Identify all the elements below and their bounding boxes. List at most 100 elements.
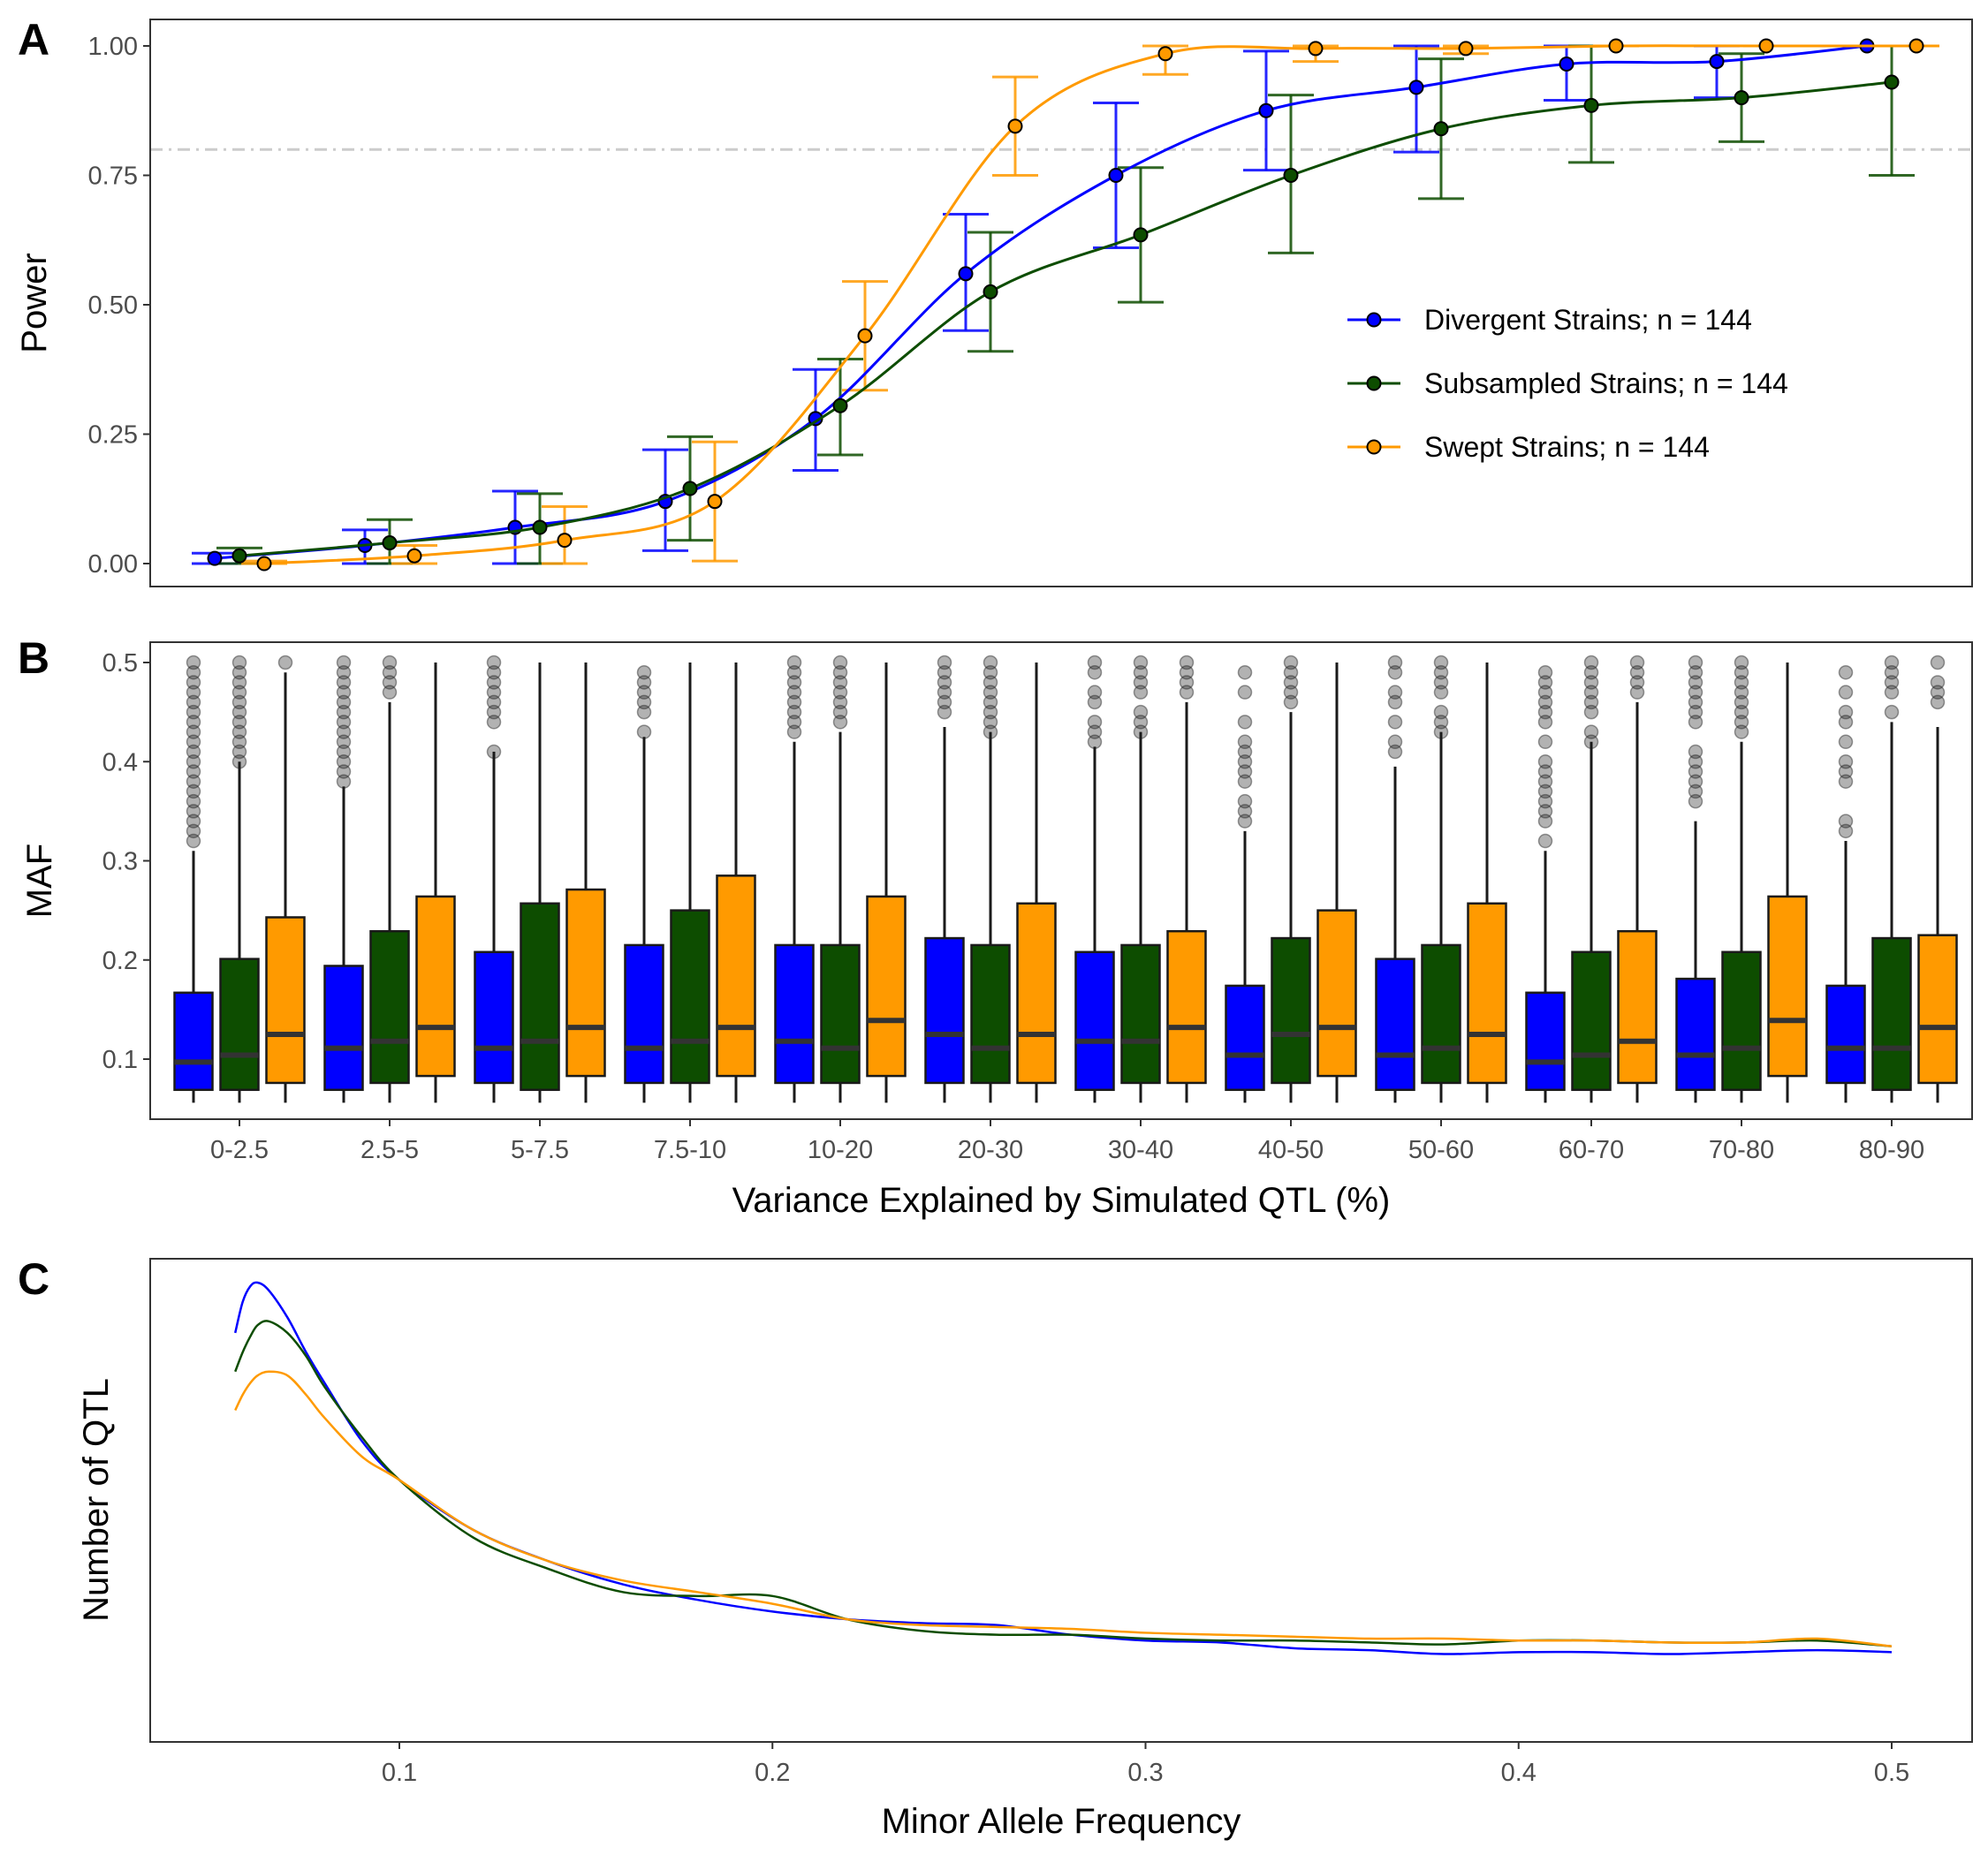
outlier-point <box>1433 675 1449 690</box>
outlier-point <box>486 715 502 730</box>
y-tick-label: 0.2 <box>102 947 138 975</box>
power-point <box>557 533 573 549</box>
outlier-point <box>1688 704 1703 720</box>
outlier-point <box>1433 715 1449 730</box>
outlier-point <box>1433 655 1449 670</box>
outlier-point <box>1688 655 1703 670</box>
outlier-point <box>186 833 201 849</box>
outlier-point <box>1087 724 1103 739</box>
outlier-point <box>1688 793 1703 809</box>
outlier-point <box>186 774 201 789</box>
outlier-point <box>1133 655 1149 670</box>
box-body <box>716 874 756 1078</box>
outlier-point <box>937 704 952 720</box>
box-body <box>1271 936 1311 1085</box>
outlier-point <box>1237 774 1253 789</box>
outlier-point <box>983 655 998 670</box>
outlier-point <box>382 655 398 670</box>
box-body <box>1917 934 1958 1085</box>
outlier-point <box>336 664 352 680</box>
outlier-point <box>336 754 352 769</box>
outlier-point <box>231 664 247 680</box>
outlier-point <box>1583 664 1599 680</box>
outlier-point <box>382 685 398 700</box>
outlier-point <box>1387 664 1403 680</box>
power-point <box>1758 38 1774 54</box>
box-body <box>1467 902 1507 1085</box>
power-point <box>1283 168 1299 183</box>
outlier-point <box>1734 675 1749 690</box>
outlier-point <box>1734 655 1749 670</box>
outlier-point <box>786 685 802 700</box>
box-body <box>520 902 560 1092</box>
x-tick-label: 80-90 <box>1859 1136 1924 1164</box>
outlier-point <box>1179 675 1195 690</box>
power-point <box>256 556 272 572</box>
outlier-point <box>1838 704 1854 720</box>
panel-a-frame <box>149 19 1973 587</box>
box-body <box>1617 929 1658 1085</box>
box-body <box>265 916 306 1085</box>
outlier-point <box>1884 664 1900 680</box>
outlier-point <box>937 694 952 710</box>
outlier-point <box>1283 694 1299 710</box>
outlier-point <box>186 784 201 799</box>
outlier-point <box>1387 744 1403 760</box>
box-body <box>1016 902 1057 1085</box>
outlier-point <box>832 664 848 680</box>
panel-b: B 0.1 0.2 0.3 0.4 0.5 0-2.5 2.5-5 5-7.5 7.5-10 1… <box>18 633 1973 1220</box>
box-body <box>624 943 664 1085</box>
y-tick-label: 0.3 <box>102 848 138 876</box>
outlier-point <box>1283 675 1299 690</box>
power-point <box>1458 41 1474 57</box>
outlier-point <box>1179 685 1195 700</box>
panel-a-legend: Divergent Strains; n = 144 Subsampled Str… <box>1347 304 1788 463</box>
outlier-point <box>1838 754 1854 769</box>
panel-c-ylabel: Number of QTL <box>77 1378 116 1622</box>
outlier-point <box>1838 823 1854 839</box>
outlier-point <box>1688 675 1703 690</box>
x-tick-label: 10-20 <box>808 1136 873 1164</box>
outlier-point <box>636 675 652 690</box>
outlier-point <box>1629 655 1645 670</box>
outlier-point <box>1734 704 1749 720</box>
outlier-point <box>336 715 352 730</box>
outlier-point <box>1583 694 1599 710</box>
box-body <box>1767 895 1808 1078</box>
outlier-point <box>832 675 848 690</box>
outlier-point <box>636 704 652 720</box>
panel-c-tag: C <box>18 1254 49 1304</box>
outlier-point <box>186 675 201 690</box>
power-point <box>1258 102 1274 118</box>
box-body <box>474 950 514 1085</box>
outlier-point <box>1537 754 1553 769</box>
outlier-point <box>1734 694 1749 710</box>
outlier-point <box>1734 685 1749 700</box>
outlier-point <box>1387 655 1403 670</box>
outlier-point <box>186 734 201 750</box>
outlier-point <box>1537 784 1553 799</box>
outlier-point <box>1688 685 1703 700</box>
outlier-point <box>1537 694 1553 710</box>
outlier-point <box>636 694 652 710</box>
x-tick-label: 0.5 <box>1874 1759 1909 1787</box>
box-body <box>173 991 214 1092</box>
outlier-point <box>277 655 293 670</box>
panel-a-ylabel: Power <box>15 253 54 352</box>
outlier-point <box>1629 675 1645 690</box>
power-point <box>983 284 998 299</box>
outlier-point <box>983 704 998 720</box>
outlier-point <box>1237 744 1253 760</box>
power-point <box>1608 38 1624 54</box>
outlier-point <box>1237 754 1253 769</box>
power-point <box>1734 90 1749 106</box>
outlier-point <box>1629 664 1645 680</box>
outlier-point <box>336 655 352 670</box>
box-body <box>970 943 1011 1085</box>
outlier-point <box>1688 744 1703 760</box>
x-tick-label: 0.1 <box>382 1759 417 1787</box>
power-point <box>1108 168 1124 183</box>
outlier-point <box>1133 715 1149 730</box>
outlier-point <box>1283 664 1299 680</box>
legend-key-point <box>1366 439 1382 455</box>
